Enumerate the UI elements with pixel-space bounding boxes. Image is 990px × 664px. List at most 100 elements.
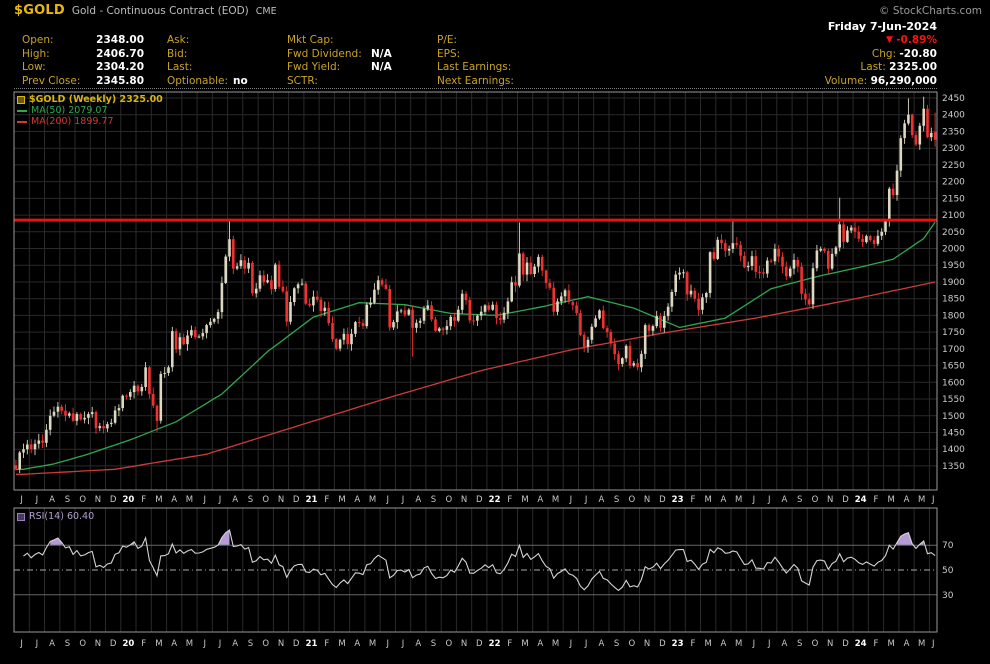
- svg-text:2350: 2350: [942, 128, 965, 138]
- svg-text:22: 22: [489, 639, 501, 649]
- pe-field: P/E:: [437, 34, 622, 47]
- fwd-yield-label: Fwd Yield:: [287, 61, 341, 74]
- ask-label: Ask:: [167, 34, 190, 47]
- svg-text:22: 22: [489, 495, 501, 505]
- svg-text:N: N: [827, 639, 833, 649]
- svg-text:1400: 1400: [942, 445, 965, 455]
- header-divider: [14, 88, 937, 89]
- svg-text:D: D: [110, 639, 117, 649]
- last-earnings-label: Last Earnings:: [437, 61, 512, 74]
- svg-text:N: N: [461, 639, 467, 649]
- svg-text:S: S: [431, 639, 436, 649]
- last-price-value: 2325.00: [889, 61, 937, 74]
- svg-text:A: A: [171, 639, 177, 649]
- rsi-legend: RSI(14) 60.40: [17, 511, 94, 522]
- legend-ma50-label: MA(50) 2079.07: [31, 105, 108, 116]
- svg-text:O: O: [812, 639, 819, 649]
- pct-change-field: ▼ -0.89%: [886, 34, 937, 47]
- svg-text:1800: 1800: [942, 311, 965, 321]
- svg-text:D: D: [659, 495, 666, 505]
- open-field: Open: 2348.00: [22, 34, 167, 47]
- svg-text:2250: 2250: [942, 161, 965, 171]
- svg-text:2400: 2400: [942, 111, 965, 121]
- svg-text:M: M: [155, 495, 162, 505]
- svg-text:J: J: [35, 495, 39, 505]
- svg-text:1700: 1700: [942, 345, 965, 355]
- svg-text:24: 24: [855, 639, 867, 649]
- svg-text:M: M: [918, 639, 925, 649]
- svg-text:N: N: [278, 495, 284, 505]
- quote-row-4: Prev Close: 2345.80 Optionable: no SCTR: N…: [22, 75, 937, 89]
- svg-text:O: O: [79, 639, 86, 649]
- down-arrow-icon: ▼: [885, 35, 893, 46]
- optionable-label: Optionable:: [167, 74, 229, 87]
- svg-text:A: A: [720, 639, 726, 649]
- svg-text:O: O: [812, 495, 819, 505]
- svg-text:D: D: [293, 495, 300, 505]
- svg-text:A: A: [415, 639, 421, 649]
- svg-text:J: J: [401, 639, 405, 649]
- svg-text:M: M: [735, 495, 742, 505]
- svg-text:21: 21: [306, 639, 318, 649]
- svg-text:M: M: [521, 639, 528, 649]
- svg-text:A: A: [781, 639, 787, 649]
- svg-text:O: O: [262, 495, 269, 505]
- high-label: High:: [22, 47, 50, 60]
- svg-text:2450: 2450: [942, 94, 965, 104]
- legend-symbol-row: $GOLD (Weekly) 2325.00: [17, 94, 163, 105]
- svg-text:1750: 1750: [942, 328, 965, 338]
- quote-panel: Open: 2348.00 Ask: Mkt Cap: P/E: ▼ -0.89%…: [22, 34, 937, 88]
- svg-text:A: A: [537, 639, 543, 649]
- main-chart-legend: $GOLD (Weekly) 2325.00 MA(50) 2079.07 MA…: [17, 94, 163, 127]
- svg-text:S: S: [65, 639, 70, 649]
- svg-text:2100: 2100: [942, 211, 965, 221]
- svg-text:21: 21: [306, 495, 318, 505]
- last-label: Last:: [167, 61, 193, 74]
- rsi-indicator-icon: [17, 512, 25, 521]
- svg-text:2000: 2000: [942, 245, 965, 255]
- high-field: High: 2406.70: [22, 48, 167, 61]
- svg-text:S: S: [614, 495, 619, 505]
- chg-value: -20.80: [899, 47, 937, 60]
- svg-text:30: 30: [942, 591, 954, 601]
- last-earnings-field: Last Earnings:: [437, 61, 622, 74]
- fwd-dividend-field: Fwd Dividend: N/A: [287, 48, 437, 61]
- high-value: 2406.70: [96, 47, 144, 60]
- svg-text:D: D: [842, 495, 849, 505]
- svg-text:F: F: [507, 639, 512, 649]
- svg-text:J: J: [584, 639, 588, 649]
- svg-text:N: N: [95, 495, 101, 505]
- quote-row-1: Open: 2348.00 Ask: Mkt Cap: P/E: ▼ -0.89%: [22, 34, 937, 48]
- low-label: Low:: [22, 61, 46, 74]
- next-earnings-field: Next Earnings:: [437, 75, 622, 88]
- svg-text:M: M: [186, 639, 193, 649]
- svg-text:1950: 1950: [942, 261, 965, 271]
- svg-text:A: A: [904, 639, 910, 649]
- eps-field: EPS:: [437, 48, 622, 61]
- svg-text:1350: 1350: [942, 462, 965, 472]
- sctr-label: SCTR:: [287, 74, 318, 87]
- prev-close-field: Prev Close: 2345.80: [22, 75, 167, 88]
- svg-text:J: J: [569, 495, 573, 505]
- fwd-yield-field: Fwd Yield: N/A: [287, 61, 437, 74]
- next-earnings-label: Next Earnings:: [437, 74, 514, 87]
- svg-text:A: A: [232, 639, 238, 649]
- quote-row-2: High: 2406.70 Bid: Fwd Dividend: N/A EPS: …: [22, 48, 937, 62]
- svg-text:M: M: [735, 639, 742, 649]
- svg-text:N: N: [278, 639, 284, 649]
- svg-text:2300: 2300: [942, 144, 965, 154]
- svg-text:J: J: [202, 495, 206, 505]
- ma50-line-swatch: [17, 109, 27, 112]
- svg-text:J: J: [752, 639, 756, 649]
- svg-text:N: N: [461, 495, 467, 505]
- svg-text:D: D: [293, 639, 300, 649]
- svg-text:A: A: [232, 495, 238, 505]
- svg-text:A: A: [49, 639, 55, 649]
- svg-text:N: N: [95, 639, 101, 649]
- svg-text:A: A: [598, 639, 604, 649]
- svg-text:O: O: [79, 495, 86, 505]
- ask-field: Ask:: [167, 34, 287, 47]
- svg-text:D: D: [659, 639, 666, 649]
- last-price-field: Last: 2325.00: [860, 61, 937, 74]
